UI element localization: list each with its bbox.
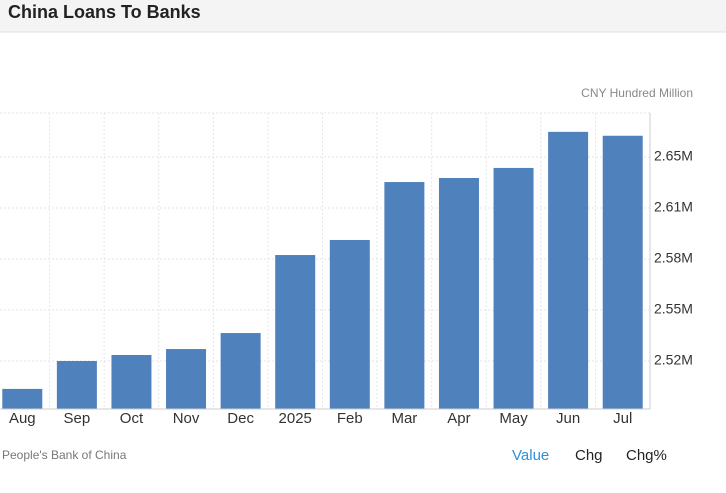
bar (329, 239, 370, 409)
x-tick-label: Apr (447, 410, 470, 427)
x-tick-label: Jun (556, 410, 580, 427)
y-tick-label: 2.61M (654, 199, 693, 215)
unit-label: CNY Hundred Million (581, 86, 693, 100)
bar (220, 333, 261, 409)
y-tick-label: 2.52M (654, 352, 693, 368)
bar (602, 135, 643, 410)
bar (166, 349, 207, 409)
bar (56, 360, 97, 409)
tab[interactable]: Chg (575, 447, 603, 464)
x-tick-label: Feb (337, 410, 363, 427)
y-tick-label: 2.58M (654, 250, 693, 266)
source: People's Bank of China (2, 448, 127, 462)
x-tick-label: Mar (391, 410, 417, 427)
tab[interactable]: Chg% (626, 447, 667, 464)
bar (2, 388, 43, 409)
tab[interactable]: Value (512, 447, 549, 464)
y-tick-label: 2.55M (654, 301, 693, 317)
x-tick-label: Oct (120, 410, 144, 427)
x-tick-label: Aug (9, 410, 36, 427)
x-tick-label: 2025 (279, 410, 312, 427)
bar (493, 167, 534, 409)
x-tick-label: Sep (64, 410, 91, 427)
bar (438, 177, 479, 409)
bar (384, 182, 425, 409)
x-tick-label: May (499, 410, 528, 427)
x-tick-label: Nov (173, 410, 200, 427)
x-tick-label: Dec (227, 410, 254, 427)
bar (548, 131, 589, 410)
y-tick-label: 2.65M (654, 148, 693, 164)
x-tick-label: Jul (613, 410, 632, 427)
tabs: Value Chg Chg% (512, 447, 667, 464)
bar (111, 355, 152, 409)
title-bar (0, 0, 726, 32)
chart-title: China Loans To Banks (8, 2, 201, 22)
bar (275, 255, 316, 409)
